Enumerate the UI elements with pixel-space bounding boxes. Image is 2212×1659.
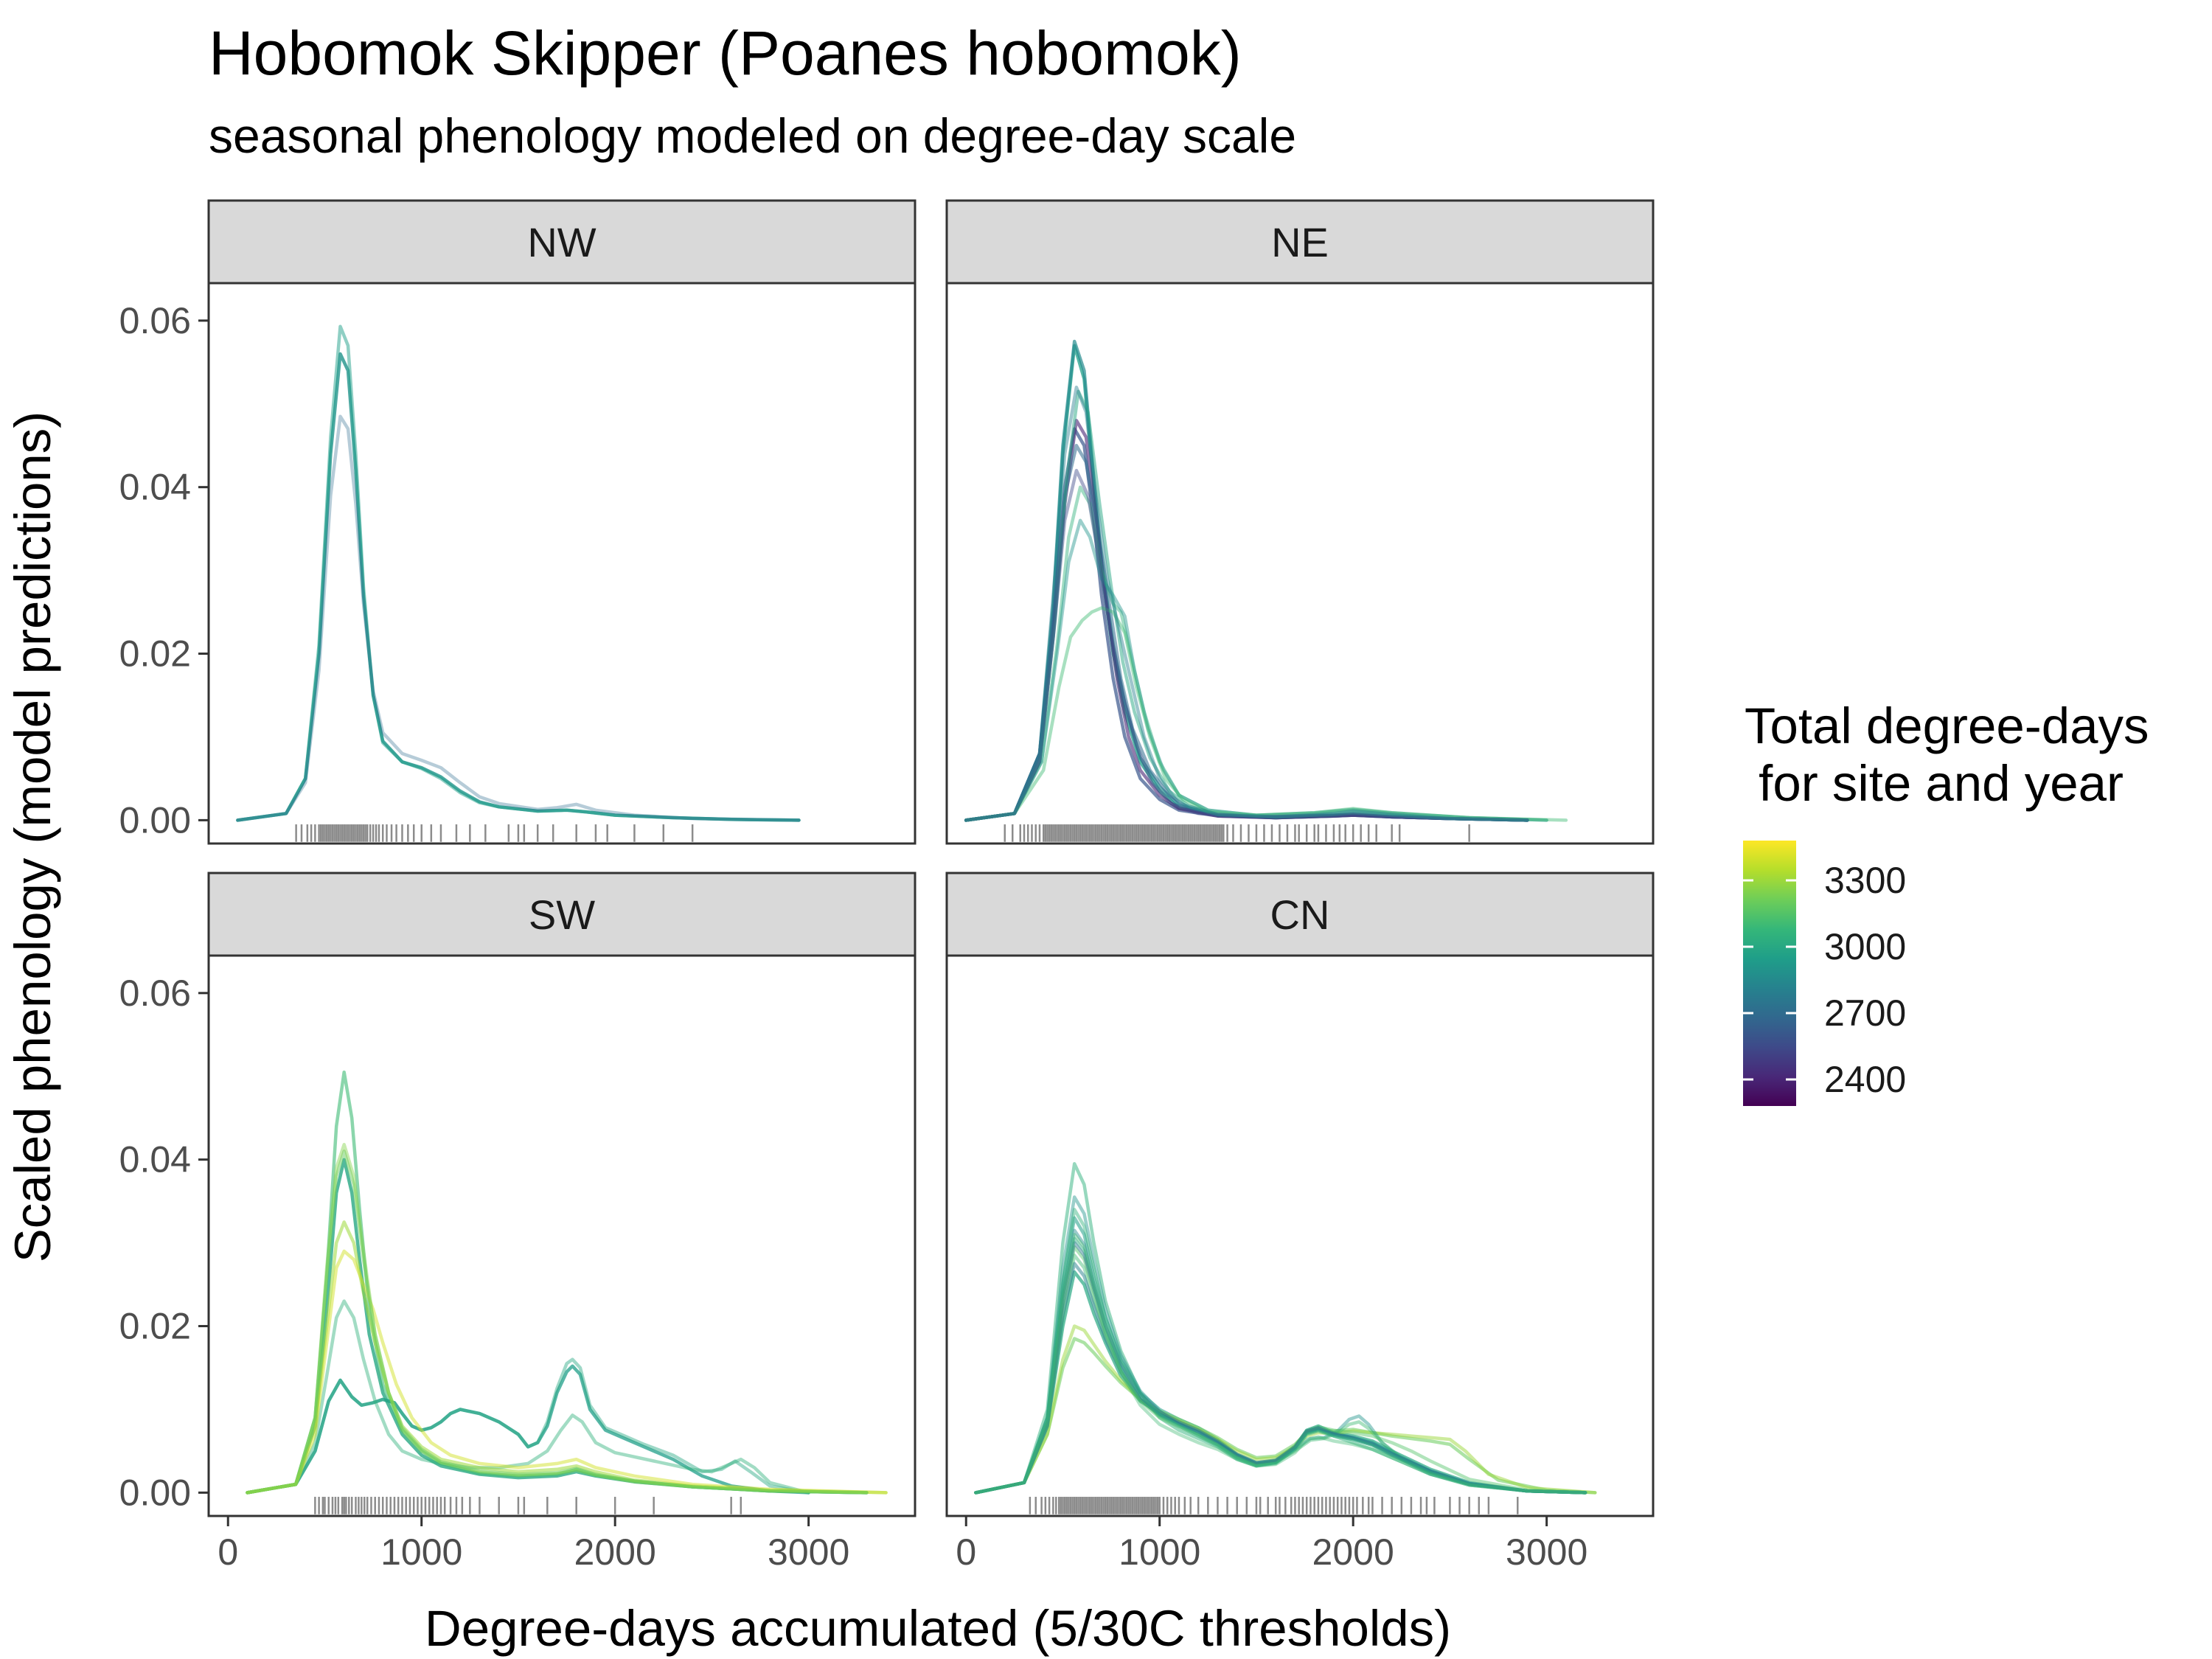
plot-area: [947, 956, 1653, 1516]
x-tick-label: 0: [956, 1531, 976, 1573]
facet-strip-label: SW: [529, 891, 595, 938]
series-line: [964, 606, 1568, 822]
y-tick-label: 0.06: [119, 973, 191, 1014]
x-tick-label: 1000: [380, 1531, 462, 1573]
facet-strip-label: CN: [1270, 891, 1330, 938]
legend-colorbar: [1743, 841, 1796, 1106]
series-line: [236, 414, 801, 822]
series-line: [974, 1262, 1587, 1495]
legend-tick-label: 2700: [1824, 992, 1906, 1034]
series-line: [236, 324, 801, 822]
panel-border: [207, 282, 917, 845]
legend-tick-label: 3000: [1824, 926, 1906, 967]
series-line: [246, 1150, 869, 1495]
x-tick-label: 0: [218, 1531, 238, 1573]
panel-border: [945, 282, 1655, 845]
series-line: [964, 518, 1548, 822]
color-legend: Total degree-days for site and year 2400…: [1743, 698, 2149, 1106]
legend-title-line1: Total degree-days: [1745, 698, 2149, 754]
y-tick-label: 0.04: [119, 1139, 191, 1180]
facet-panel-ne: NE: [945, 199, 1655, 845]
y-axis-title: Scaled phenology (model predictions): [4, 411, 61, 1263]
series-line: [974, 1324, 1597, 1495]
facet-strip: [945, 872, 1655, 957]
facet-panel-cn: CN 0 1000 2000 3000: [945, 872, 1655, 1573]
series-line: [974, 1195, 1587, 1495]
legend-title-line2: for site and year: [1745, 755, 2124, 812]
legend-tick-label: 2400: [1824, 1059, 1906, 1100]
facet-strip: [207, 199, 917, 285]
series-line: [964, 468, 1529, 822]
series-line: [246, 1364, 810, 1495]
y-tick-label: 0.00: [119, 1472, 191, 1513]
series-line: [246, 1143, 869, 1495]
series-line: [974, 1233, 1587, 1495]
x-tick-label: 3000: [1506, 1531, 1587, 1573]
facet-strip: [945, 199, 1655, 285]
series-line: [974, 1245, 1587, 1495]
facet-strip-label: NE: [1271, 219, 1329, 265]
x-tick-label: 1000: [1119, 1531, 1200, 1573]
chart-subtitle: seasonal phenology modeled on degree-day…: [209, 108, 1296, 163]
plot-area: [209, 283, 915, 844]
plot-area: [209, 956, 915, 1516]
x-tick-label: 2000: [574, 1531, 656, 1573]
chart-title: Hobomok Skipper (Poanes hobomok): [209, 18, 1242, 88]
x-axis-title: Degree-days accumulated (5/30C threshold…: [425, 1600, 1451, 1657]
x-tick-label: 2000: [1312, 1531, 1394, 1573]
panel-border: [207, 954, 917, 1517]
panel-border: [945, 954, 1655, 1517]
series-line: [964, 485, 1548, 822]
y-tick-label: 0.02: [119, 633, 191, 675]
facet-panels: NW 0.00 0.02 0.04 0.06 NE SW 0.00 0.02 0.04 0.06 0 1…: [119, 199, 1655, 1573]
series-line: [246, 1357, 810, 1495]
x-tick-label: 3000: [768, 1531, 849, 1573]
series-line: [974, 1208, 1587, 1495]
plot-area: [947, 283, 1653, 844]
series-line: [964, 389, 1529, 822]
facet-strip-label: NW: [527, 219, 596, 265]
facet-strip: [207, 872, 917, 957]
y-tick-label: 0.02: [119, 1306, 191, 1347]
series-line: [974, 1162, 1587, 1495]
y-tick-label: 0.00: [119, 799, 191, 841]
y-tick-label: 0.04: [119, 467, 191, 508]
series-line: [964, 385, 1529, 822]
legend-tick-label: 3300: [1824, 860, 1906, 901]
facet-panel-nw: NW 0.00 0.02 0.04 0.06: [119, 199, 917, 845]
series-line: [974, 1241, 1587, 1495]
series-line: [246, 1249, 888, 1495]
facet-panel-sw: SW 0.00 0.02 0.04 0.06 0 1000 2000 3000: [119, 872, 917, 1573]
y-tick-label: 0.06: [119, 300, 191, 341]
